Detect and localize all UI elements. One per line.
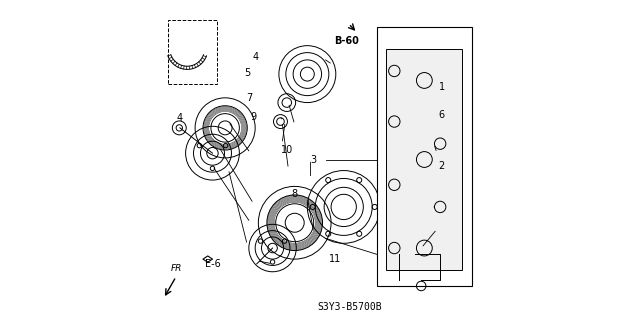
Text: 8: 8 — [292, 189, 298, 199]
Bar — [377, 27, 472, 286]
Text: 7: 7 — [246, 93, 253, 103]
Text: 10: 10 — [282, 145, 294, 155]
Text: 1: 1 — [438, 82, 445, 92]
Text: 4: 4 — [176, 113, 182, 123]
Text: FR: FR — [170, 264, 182, 273]
Text: 4: 4 — [253, 52, 259, 62]
Text: 6: 6 — [438, 110, 445, 120]
Text: E-6: E-6 — [205, 259, 220, 269]
Bar — [387, 49, 462, 270]
Bar — [168, 20, 217, 84]
Text: 11: 11 — [329, 254, 341, 264]
Text: 5: 5 — [244, 68, 250, 78]
Text: 3: 3 — [310, 154, 317, 165]
Text: 2: 2 — [438, 161, 445, 171]
Text: S3Y3-B5700B: S3Y3-B5700B — [317, 301, 382, 312]
Text: B-60: B-60 — [335, 36, 359, 46]
Text: 9: 9 — [250, 112, 257, 122]
